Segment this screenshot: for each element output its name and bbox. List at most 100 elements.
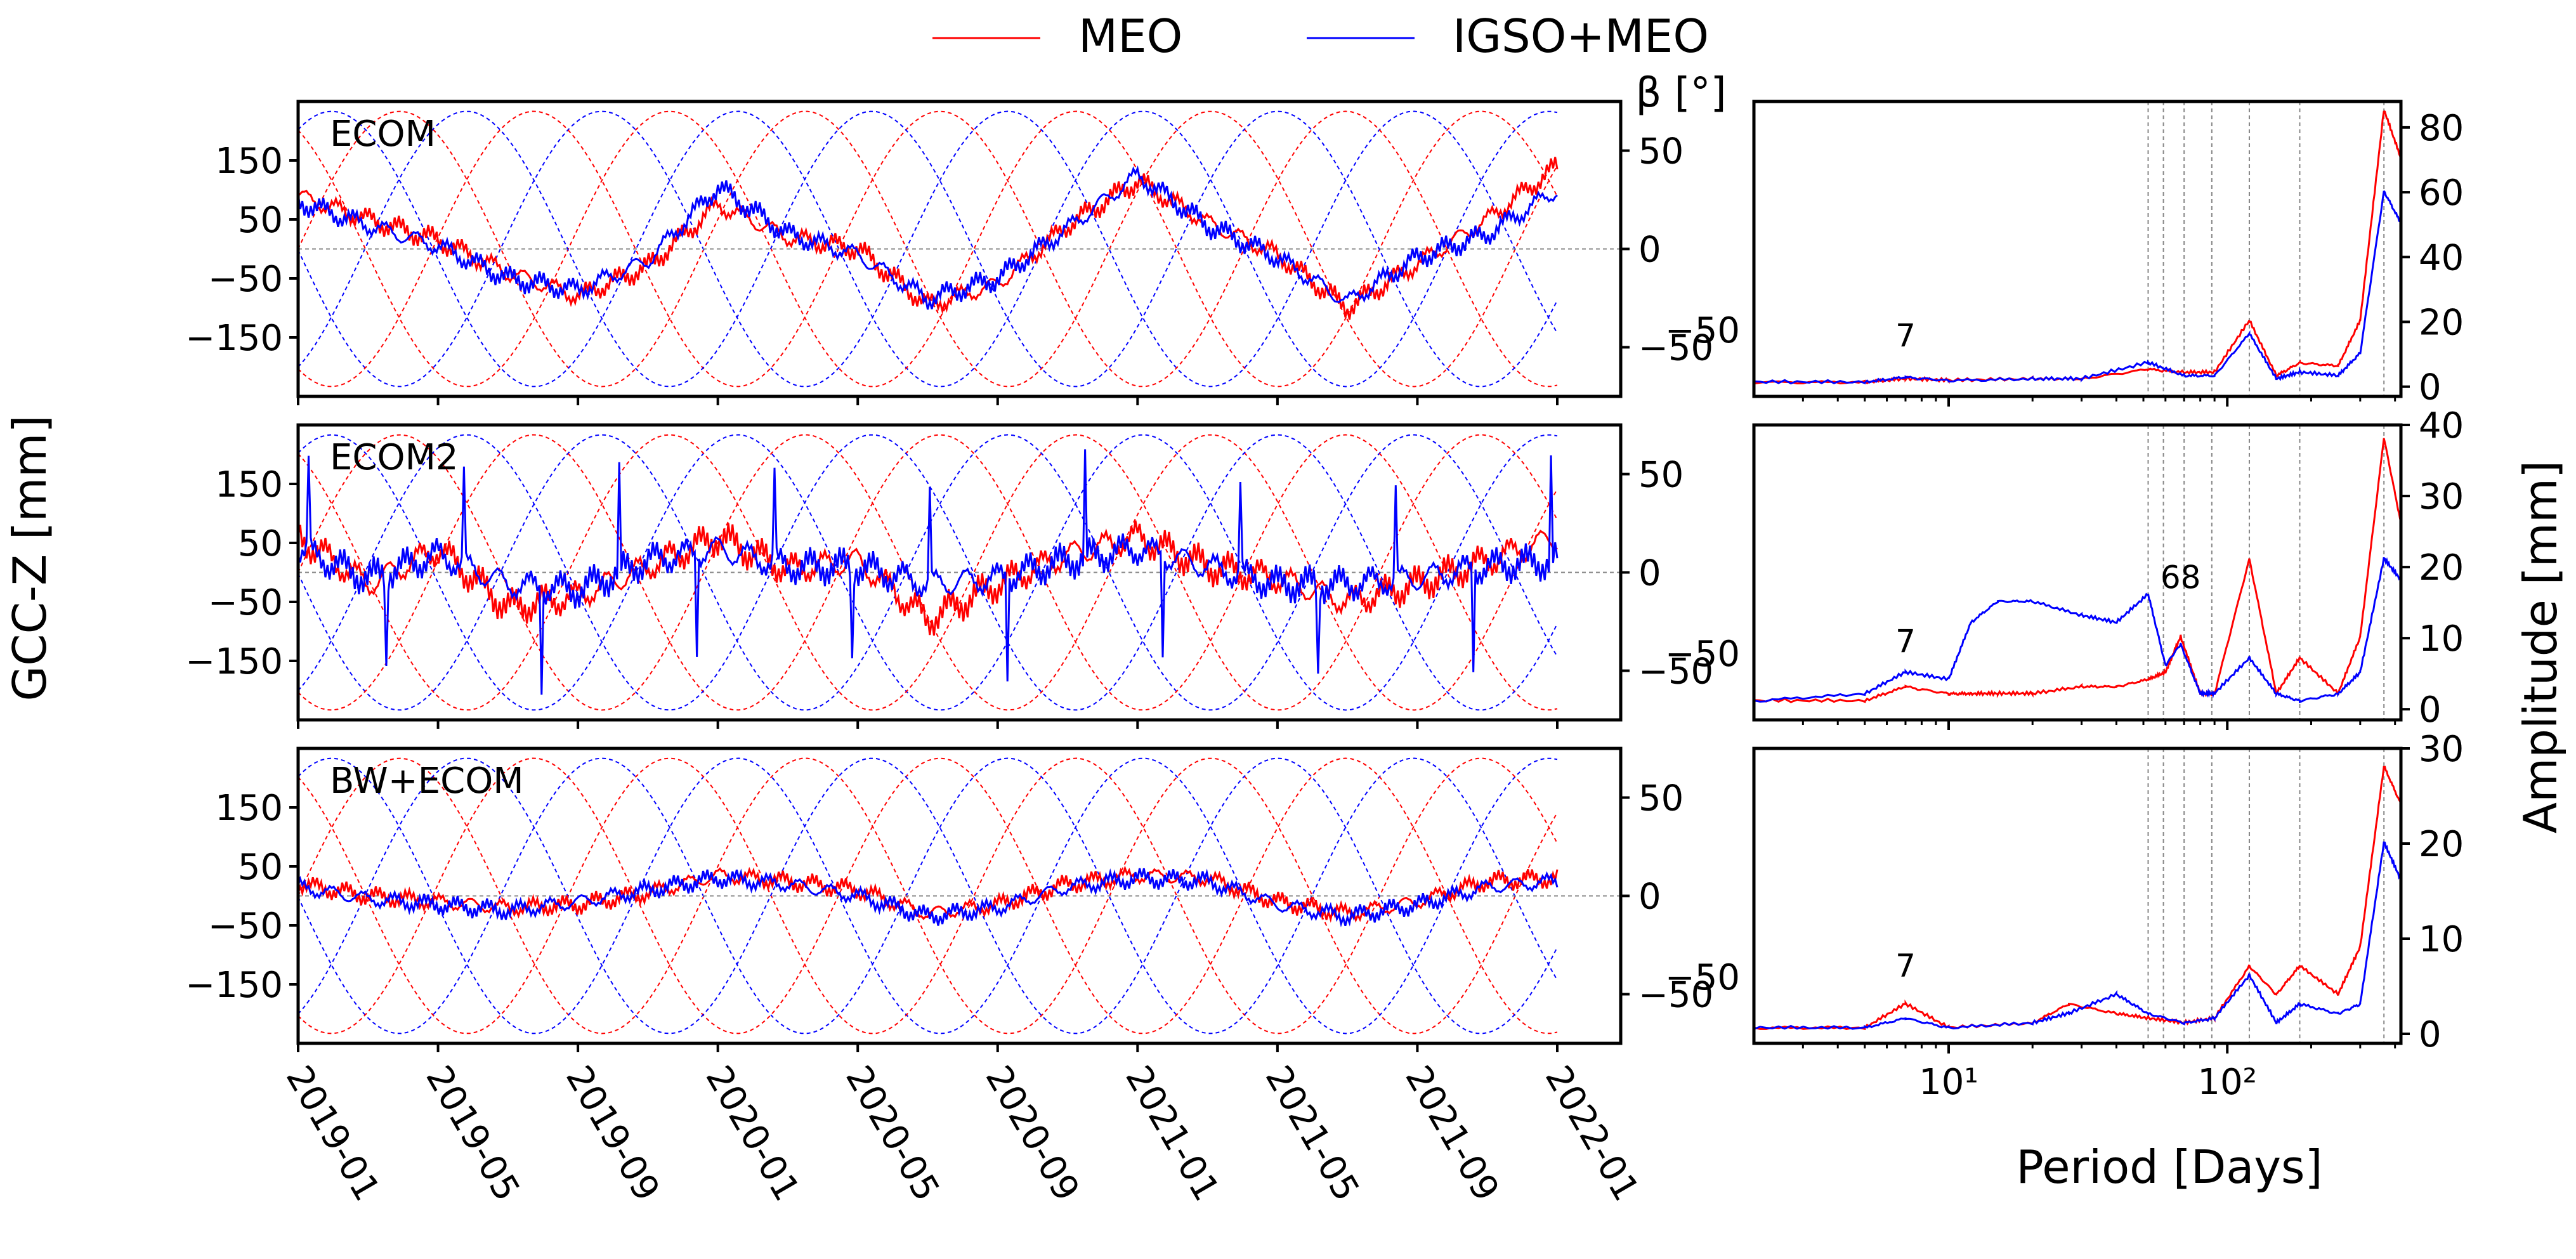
- amplitude-tick-label: 40: [2419, 405, 2464, 447]
- y-tick-label: 50: [238, 847, 283, 888]
- y-tick-label: 50: [238, 200, 283, 241]
- y-tick-label: −50: [208, 582, 283, 623]
- legend: MEO IGSO+MEO: [932, 10, 1709, 63]
- series-line-meo: [297, 520, 1558, 636]
- panel-label: ECOM2: [330, 437, 459, 478]
- x-tick-label: 2020-09: [977, 1059, 1087, 1208]
- panel-label: BW+ECOM: [330, 760, 524, 802]
- y-tick-label: −150: [185, 965, 283, 1006]
- y-axis-label-amplitude: Amplitude [mm]: [2514, 460, 2567, 833]
- timeseries-panel-ecom: ECOM 150 50 −50 −150 50 0 −50: [185, 100, 1713, 405]
- beta-tick-label: 50: [1638, 455, 1684, 496]
- secondary-axis-label-beta: β [°]: [1635, 70, 1726, 117]
- x-tick-label: 2021-01: [1117, 1059, 1227, 1208]
- beta-angle-curve: [297, 110, 1558, 388]
- spectrum-line-meo: [1753, 110, 2402, 385]
- amplitude-tick-label: 10: [2419, 919, 2464, 960]
- x-tick-label: 2022-01: [1537, 1059, 1647, 1208]
- beta-angle-curve: [297, 110, 1558, 388]
- y-tick-label: −150: [185, 318, 283, 359]
- x-tick-label: 2019-05: [417, 1059, 527, 1208]
- beta-angle-curve: [297, 110, 1558, 388]
- beta-tick-label: −50: [1638, 975, 1713, 1016]
- beta-tick-label: −50: [1638, 651, 1713, 693]
- x-tick-label: 2019-09: [558, 1059, 667, 1208]
- beta-angle-curve: [297, 434, 1558, 711]
- beta-angle-curve: [297, 434, 1558, 711]
- amplitude-tick-label: 20: [2419, 547, 2464, 589]
- beta-tick-label: −50: [1665, 310, 1740, 351]
- amplitude-tick-label: 10: [2419, 618, 2464, 660]
- y-tick-label: 150: [215, 141, 283, 182]
- legend-meo-label: MEO: [1078, 10, 1182, 63]
- peak-annotation: 7: [1895, 318, 1916, 355]
- amplitude-tick-label: 60: [2419, 173, 2464, 214]
- legend-igso-meo-label: IGSO+MEO: [1453, 10, 1709, 63]
- y-axis-label-gcc-z: GCC-Z [mm]: [3, 415, 56, 701]
- amplitude-tick-label: 30: [2419, 476, 2464, 518]
- x-axis-label-period: Period [Days]: [2016, 1140, 2322, 1194]
- beta-tick-label: 50: [1638, 778, 1684, 819]
- beta-angle-curve: [297, 110, 1558, 388]
- spectrum-panel-bw-ecom-spectrum: 0 10 20 30 −50 10¹ 10² 7: [1665, 729, 2464, 1103]
- amplitude-tick-label: 0: [2419, 1014, 2442, 1055]
- y-tick-label: −50: [208, 906, 283, 947]
- spectrum-line-igso-meo: [1753, 190, 2402, 385]
- x-tick-label: 2020-01: [698, 1059, 807, 1208]
- peak-annotation: 68: [2161, 559, 2201, 596]
- series-line-igso-meo: [297, 165, 1558, 310]
- beta-tick-label: −50: [1665, 957, 1740, 998]
- spectrum-line-meo: [1753, 766, 2402, 1031]
- beta-angle-curve: [297, 110, 1558, 388]
- beta-angle-curve: [297, 757, 1558, 1034]
- amplitude-tick-label: 0: [2419, 367, 2442, 408]
- beta-angle-curve: [297, 757, 1558, 1034]
- amplitude-tick-label: 0: [2419, 689, 2442, 731]
- y-tick-label: −50: [208, 259, 283, 300]
- panel-frame: [1752, 423, 2403, 722]
- beta-angle-curve: [297, 757, 1558, 1034]
- beta-tick-label: 0: [1638, 230, 1661, 271]
- y-tick-label: −150: [185, 641, 283, 682]
- series-line-meo: [297, 865, 1559, 923]
- series-line-meo: [297, 157, 1559, 320]
- beta-angle-curve: [297, 757, 1558, 1034]
- beta-angle-curve: [297, 434, 1558, 711]
- panel-frame: [1752, 100, 2403, 398]
- x-tick-label: 10¹: [1919, 1062, 1978, 1103]
- timeseries-panel-bw-ecom: BW+ECOM 150 50 −50 −150 50 0 −50 2019-01 2019-05 2…: [185, 747, 1713, 1208]
- spectrum-line-igso-meo: [1753, 557, 2402, 703]
- y-tick-label: 150: [215, 464, 283, 506]
- series-line-igso-meo: [297, 449, 1559, 695]
- beta-tick-label: 50: [1638, 131, 1684, 173]
- spectrum-panel-ecom-spectrum: 0 20 40 60 80 −50 7: [1665, 100, 2464, 408]
- amplitude-tick-label: 40: [2419, 237, 2464, 278]
- amplitude-tick-label: 20: [2419, 824, 2464, 865]
- x-tick-label: 2020-05: [837, 1059, 947, 1208]
- x-tick-label: 2021-09: [1397, 1059, 1507, 1208]
- peak-annotation: 7: [1895, 948, 1916, 984]
- beta-tick-label: −50: [1665, 634, 1740, 675]
- panel-frame: [1752, 747, 2403, 1045]
- beta-angle-curve: [297, 757, 1558, 1034]
- x-tick-label: 2019-01: [278, 1059, 388, 1208]
- peak-annotation: 7: [1895, 623, 1916, 660]
- amplitude-tick-label: 80: [2419, 108, 2464, 149]
- beta-tick-label: 0: [1638, 553, 1661, 594]
- beta-angle-curve: [297, 110, 1558, 388]
- amplitude-tick-label: 30: [2419, 729, 2464, 770]
- beta-angle-curve: [297, 434, 1558, 711]
- beta-tick-label: 0: [1638, 877, 1661, 918]
- beta-angle-curve: [297, 434, 1558, 711]
- timeseries-panel-ecom2: ECOM2 150 50 −50 −150 50 0 −50: [185, 423, 1713, 729]
- panel-label: ECOM: [330, 114, 436, 155]
- x-tick-label: 10²: [2197, 1062, 2257, 1103]
- y-tick-label: 150: [215, 788, 283, 829]
- beta-tick-label: −50: [1638, 328, 1713, 369]
- y-tick-label: 50: [238, 523, 283, 564]
- amplitude-tick-label: 20: [2419, 302, 2464, 343]
- series-line-igso-meo: [297, 868, 1559, 928]
- spectrum-line-meo: [1753, 438, 2402, 703]
- spectrum-panel-ecom2-spectrum: 0 10 20 30 40 −50 7 68: [1665, 405, 2464, 731]
